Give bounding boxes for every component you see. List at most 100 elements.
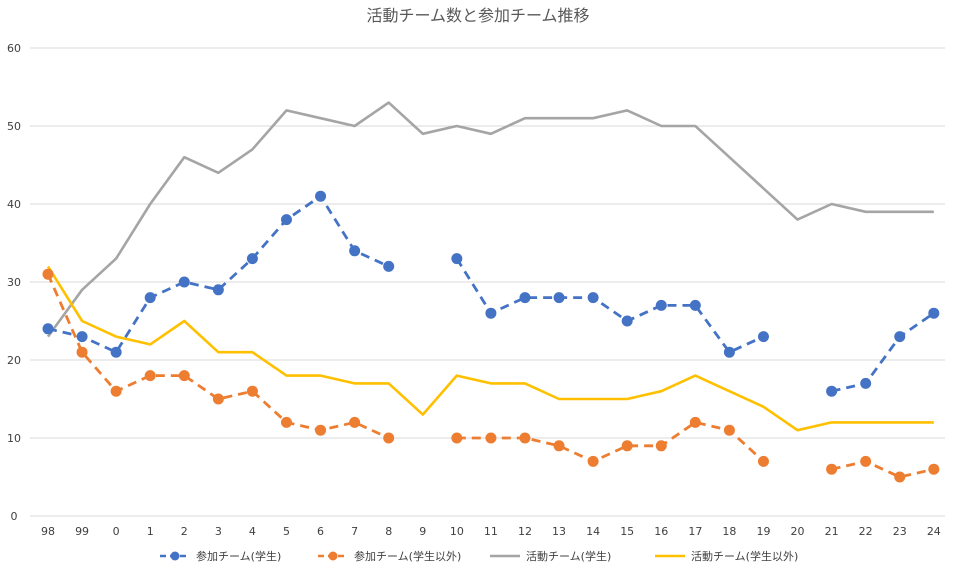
- data-point: [110, 385, 122, 397]
- data-point: [76, 331, 88, 343]
- data-point: [212, 393, 224, 405]
- data-point: [860, 455, 872, 467]
- legend-item: 活動チーム(学生以外): [655, 549, 798, 563]
- x-tick-label: 4: [249, 525, 256, 538]
- x-tick-label: 14: [586, 525, 600, 538]
- data-point: [894, 471, 906, 483]
- series-line: [831, 459, 935, 479]
- y-tick-label: 10: [7, 432, 21, 445]
- data-point: [315, 424, 327, 436]
- data-point: [757, 331, 769, 343]
- data-point: [178, 276, 190, 288]
- x-tick-label: 11: [484, 525, 498, 538]
- data-point: [42, 323, 54, 335]
- data-point: [519, 292, 531, 304]
- legend-item: 活動チーム(学生): [490, 549, 611, 563]
- data-point: [519, 432, 531, 444]
- x-tick-label: 15: [620, 525, 634, 538]
- x-tick-label: 17: [688, 525, 702, 538]
- data-point: [212, 284, 224, 296]
- y-axis-tick-labels: 0 10 20 30 40 50 60: [7, 42, 21, 523]
- data-point: [689, 299, 701, 311]
- legend-marker: [328, 551, 338, 561]
- series-4: [46, 265, 934, 432]
- y-tick-label: 20: [7, 354, 21, 367]
- legend-item: 参加チーム(学生以外): [318, 549, 461, 563]
- legend-item: 参加チーム(学生): [160, 549, 281, 563]
- legend-label: 参加チーム(学生): [196, 549, 281, 563]
- x-tick-label: 9: [419, 525, 426, 538]
- data-point: [76, 346, 88, 358]
- x-tick-label: 8: [385, 525, 392, 538]
- grid: [30, 47, 945, 517]
- series-group: [42, 101, 940, 483]
- data-point: [451, 253, 463, 265]
- x-tick-label: 16: [654, 525, 668, 538]
- x-axis-tick-labels: 98 99 0 1 2 3 4 5 6 7 8 9 10 11 12 13 14 15 16 17 18 19 20 21 22…: [41, 525, 941, 538]
- x-tick-label: 99: [75, 525, 89, 538]
- x-tick-label: 5: [283, 525, 290, 538]
- x-tick-label: 21: [825, 525, 839, 538]
- legend-marker: [170, 551, 180, 561]
- data-point: [553, 440, 565, 452]
- legend-label: 参加チーム(学生以外): [354, 549, 461, 563]
- x-tick-label: 12: [518, 525, 532, 538]
- x-tick-label: 24: [927, 525, 941, 538]
- data-point: [246, 385, 258, 397]
- series-3: [46, 101, 934, 338]
- data-point: [144, 292, 156, 304]
- data-point: [723, 346, 735, 358]
- data-point: [826, 385, 838, 397]
- x-tick-label: 6: [317, 525, 324, 538]
- data-point: [349, 416, 361, 428]
- data-point: [894, 331, 906, 343]
- data-point: [315, 190, 327, 202]
- data-point: [826, 463, 838, 475]
- legend-label: 活動チーム(学生以外): [691, 549, 798, 563]
- x-tick-label: 7: [351, 525, 358, 538]
- data-point: [587, 455, 599, 467]
- series-line: [46, 101, 934, 338]
- data-point: [928, 463, 940, 475]
- series-line: [455, 257, 765, 354]
- data-point: [689, 416, 701, 428]
- series-line: [456, 420, 765, 463]
- data-point: [587, 292, 599, 304]
- data-point: [280, 416, 292, 428]
- data-point: [349, 245, 361, 257]
- data-point: [860, 377, 872, 389]
- x-tick-label: 2: [181, 525, 188, 538]
- series-line: [46, 265, 934, 432]
- legend-label: 活動チーム(学生): [526, 549, 611, 563]
- y-tick-label: 0: [11, 510, 18, 523]
- x-tick-label: 13: [552, 525, 566, 538]
- data-point: [655, 440, 667, 452]
- x-tick-label: 19: [756, 525, 770, 538]
- data-point: [928, 307, 940, 319]
- data-point: [485, 432, 497, 444]
- x-tick-label: 18: [722, 525, 736, 538]
- legend: 参加チーム(学生) 参加チーム(学生以外) 活動チーム(学生) 活動チーム(学生以外): [160, 549, 798, 563]
- data-point: [383, 260, 395, 272]
- data-point: [451, 432, 463, 444]
- y-tick-label: 60: [7, 42, 21, 55]
- x-tick-label: 0: [113, 525, 120, 538]
- data-point: [485, 307, 497, 319]
- series-1: [42, 190, 940, 397]
- y-tick-label: 40: [7, 198, 21, 211]
- data-point: [655, 299, 667, 311]
- data-point: [110, 346, 122, 358]
- data-point: [42, 268, 54, 280]
- data-point: [178, 370, 190, 382]
- x-tick-label: 23: [893, 525, 907, 538]
- x-tick-label: 1: [147, 525, 154, 538]
- data-point: [280, 214, 292, 226]
- data-point: [757, 455, 769, 467]
- y-tick-label: 50: [7, 120, 21, 133]
- x-tick-label: 22: [859, 525, 873, 538]
- data-point: [246, 253, 258, 265]
- data-point: [723, 424, 735, 436]
- data-point: [383, 432, 395, 444]
